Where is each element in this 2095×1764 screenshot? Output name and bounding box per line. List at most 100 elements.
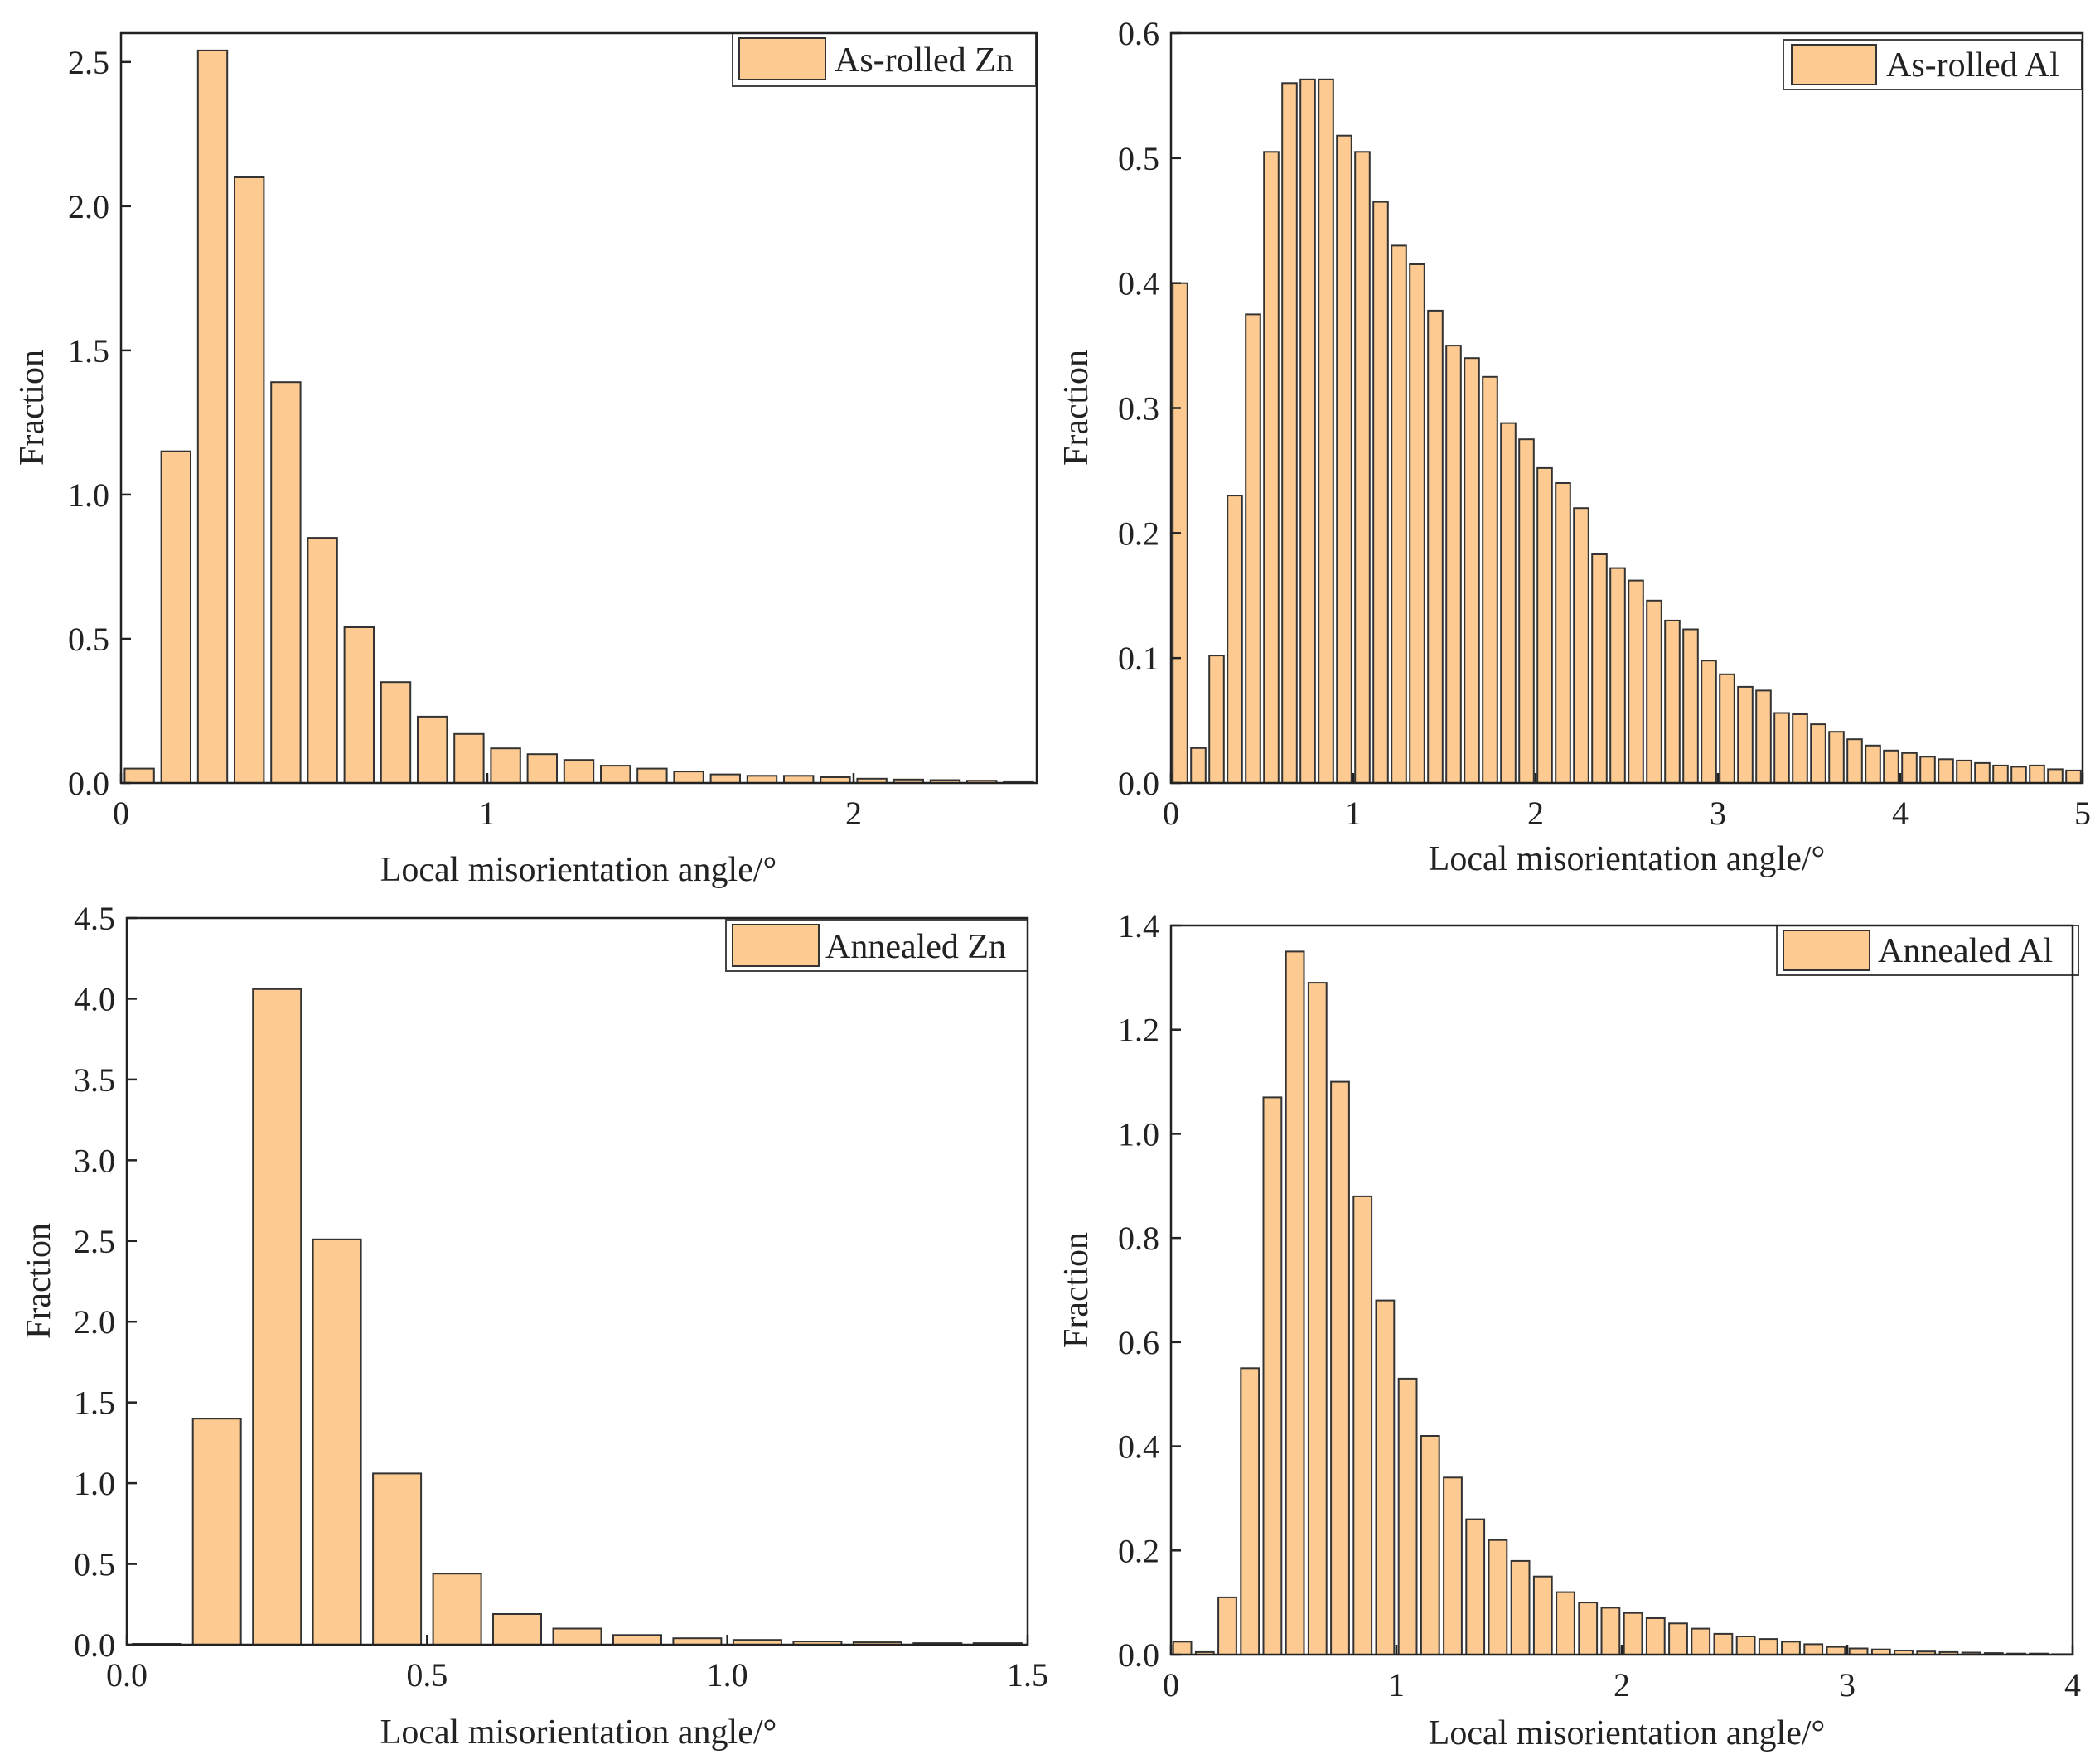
bar <box>1758 1638 1778 1655</box>
y-tick-label: 0.4 <box>1118 1428 1159 1466</box>
bar <box>1445 345 1462 785</box>
bar <box>1465 1518 1486 1655</box>
bar <box>1901 752 1918 784</box>
bar <box>1609 567 1626 784</box>
bar <box>600 765 631 784</box>
bar <box>2010 766 2027 785</box>
bar <box>709 773 741 784</box>
bar <box>1262 1096 1283 1655</box>
bar <box>1420 1435 1440 1655</box>
bar <box>1919 756 1936 784</box>
bar <box>1318 78 1334 785</box>
bar <box>123 767 155 784</box>
bar <box>1883 749 1899 784</box>
y-tick-label: 2.5 <box>68 44 109 81</box>
y-tick-label: 4.0 <box>74 980 115 1017</box>
bar <box>1330 1080 1350 1655</box>
x-axis-title: Local misorientation angle/° <box>1429 840 1826 878</box>
x-tick-label: 5 <box>2074 795 2091 832</box>
x-tick-label: 4 <box>2064 1666 2081 1704</box>
y-tick-label: 0.8 <box>1118 1220 1159 1257</box>
bar <box>1336 134 1352 784</box>
bar <box>1781 1641 1801 1656</box>
plot-frame <box>125 916 1029 1646</box>
y-tick-label: 0.6 <box>1118 15 1159 52</box>
bar <box>673 771 704 784</box>
y-tick-label: 0.0 <box>1118 765 1159 802</box>
x-tick-label: 2 <box>1614 1666 1630 1704</box>
bar <box>1573 507 1589 784</box>
y-tick-label: 0.0 <box>74 1626 115 1664</box>
bar <box>1281 82 1298 785</box>
panel-as-rolled-zn: Fraction Local misorientation angle/° As… <box>13 31 1038 889</box>
y-tick-label: 2.0 <box>68 188 109 225</box>
bar <box>1190 747 1207 784</box>
bar <box>1668 1622 1688 1656</box>
y-tick-label: 0.0 <box>68 765 109 802</box>
bar <box>1375 1299 1396 1655</box>
x-tick-label: 1.5 <box>1007 1656 1048 1694</box>
x-tick-label: 0.0 <box>106 1656 148 1694</box>
y-tick-label: 1.0 <box>1118 1115 1159 1153</box>
bar <box>1510 1559 1531 1656</box>
y-tick-label: 3.5 <box>74 1061 115 1099</box>
bar <box>636 767 668 784</box>
y-tick-label: 2.5 <box>74 1223 115 1260</box>
bar <box>307 537 338 784</box>
bar <box>1172 1641 1193 1656</box>
bar <box>783 775 815 784</box>
bar <box>1372 201 1389 785</box>
y-tick-label: 1.4 <box>1118 907 1159 945</box>
bar <box>1488 1539 1508 1655</box>
y-tick-label: 0.3 <box>1118 390 1159 428</box>
bar <box>1646 599 1662 784</box>
x-tick-label: 0 <box>1163 1666 1179 1704</box>
bar <box>1500 422 1517 784</box>
y-tick-label: 3.0 <box>74 1142 115 1179</box>
panel-annealed-al: Fraction Local misorientation angle/° An… <box>1057 907 2081 1752</box>
legend-swatch <box>738 37 826 80</box>
y-tick-label: 1.2 <box>1118 1012 1159 1049</box>
bar <box>1792 713 1808 784</box>
bar <box>492 1613 542 1646</box>
legend: Annealed Zn <box>725 919 1028 972</box>
bar <box>196 49 229 784</box>
bar <box>343 626 375 784</box>
panel-annealed-zn: Fraction Local misorientation angle/° An… <box>20 900 1048 1752</box>
bar <box>1865 744 1881 785</box>
bar <box>1532 1575 1553 1655</box>
bar <box>270 381 302 784</box>
x-tick-label: 1 <box>479 795 496 832</box>
bar <box>526 753 558 785</box>
x-tick-label: 1.0 <box>707 1656 748 1694</box>
bar <box>1773 712 1790 784</box>
y-axis-title: Fraction <box>1057 1232 1096 1348</box>
bar <box>1240 1367 1260 1656</box>
bar <box>1810 723 1826 784</box>
bar <box>1719 673 1735 784</box>
bar <box>1992 764 2009 785</box>
x-axis-title: Local misorientation angle/° <box>1429 1714 1826 1752</box>
bar <box>453 732 485 784</box>
bar <box>1208 655 1225 784</box>
y-tick-label: 0.5 <box>68 621 109 658</box>
bar <box>1397 1377 1418 1656</box>
bar <box>312 1238 362 1646</box>
bar <box>191 1418 242 1646</box>
bar <box>1591 553 1608 784</box>
x-tick-label: 2 <box>1527 795 1544 832</box>
bar <box>1682 628 1699 784</box>
legend-swatch <box>1783 930 1870 971</box>
bar <box>1307 982 1328 1655</box>
bar <box>1578 1602 1599 1655</box>
panel-as-rolled-al: Fraction Local misorientation angle/° As… <box>1057 15 2091 878</box>
plot-frame <box>119 31 1038 785</box>
bar <box>380 681 412 785</box>
y-axis-title: Fraction <box>1057 350 1096 466</box>
y-axis-title: Fraction <box>13 350 51 466</box>
legend-label: Annealed Al <box>1878 932 2053 970</box>
x-tick-label: 0 <box>113 795 129 832</box>
bar <box>372 1472 423 1646</box>
legend: As-rolled Al <box>1783 39 2083 90</box>
